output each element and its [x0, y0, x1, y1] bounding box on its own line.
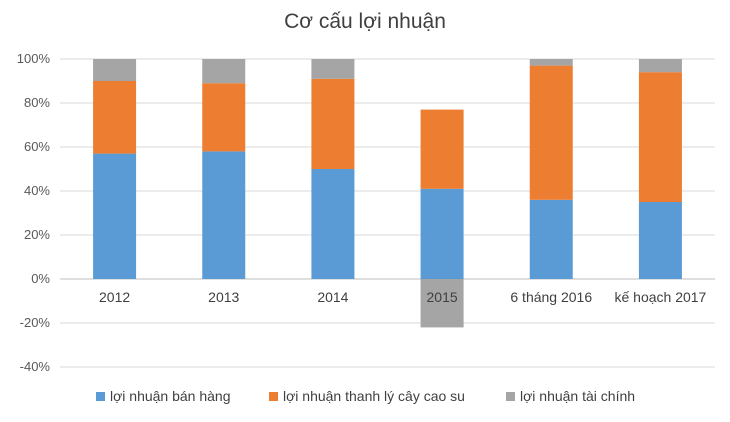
legend-label: lợi nhuận bán hàng: [110, 388, 231, 404]
bar-segment: [638, 59, 682, 73]
bar-segment: [311, 169, 355, 279]
bar-segment: [202, 59, 246, 84]
legend-swatch: [269, 392, 278, 401]
y-tick-label: 100%: [17, 51, 51, 66]
bar-segment: [638, 72, 682, 202]
bar-segment: [202, 83, 246, 152]
y-tick-label: -20%: [20, 315, 51, 330]
x-tick-label: kế hoạch 2017: [614, 289, 706, 305]
x-tick-label: 2012: [99, 289, 130, 305]
chart-title: Cơ cấu lợi nhuận: [284, 10, 446, 33]
y-tick-label: 80%: [24, 95, 50, 110]
bar-segment: [529, 199, 573, 279]
x-tick-label: 6 tháng 2016: [510, 289, 592, 305]
bar-segment: [202, 151, 246, 279]
bar-segment: [420, 109, 464, 189]
bar-segment: [638, 202, 682, 279]
y-tick-label: 60%: [24, 139, 50, 154]
legend-label: lợi nhuận thanh lý cây cao su: [283, 388, 465, 404]
bars: [93, 59, 682, 328]
legend-swatch: [96, 392, 105, 401]
x-tick-label: 2013: [208, 289, 239, 305]
bar-segment: [529, 59, 573, 66]
y-tick-label: 0%: [31, 271, 50, 286]
bar-segment: [420, 279, 464, 328]
bar-segment: [93, 59, 137, 81]
gridlines: [60, 58, 715, 368]
y-axis: 100% 80% 60% 40% 20% 0% -20% -40%: [17, 51, 51, 374]
x-tick-label: 2014: [317, 289, 348, 305]
bar-segment: [311, 59, 355, 79]
x-axis: 2012 2013 2014 2015 6 tháng 2016 kế hoạch 201…: [99, 289, 707, 305]
bar-segment: [93, 81, 137, 154]
y-tick-label: -40%: [20, 359, 51, 374]
x-tick-label: 2015: [427, 289, 458, 305]
legend-swatch: [506, 392, 515, 401]
legend: lợi nhuận bán hàng lợi nhuận thanh lý cây…: [96, 388, 635, 404]
bar-segment: [529, 65, 573, 200]
bar-segment: [311, 78, 355, 169]
y-tick-label: 40%: [24, 183, 50, 198]
legend-label: lợi nhuận tài chính: [520, 388, 635, 404]
y-tick-label: 20%: [24, 227, 50, 242]
bar-segment: [420, 188, 464, 279]
bar-segment: [93, 153, 137, 279]
